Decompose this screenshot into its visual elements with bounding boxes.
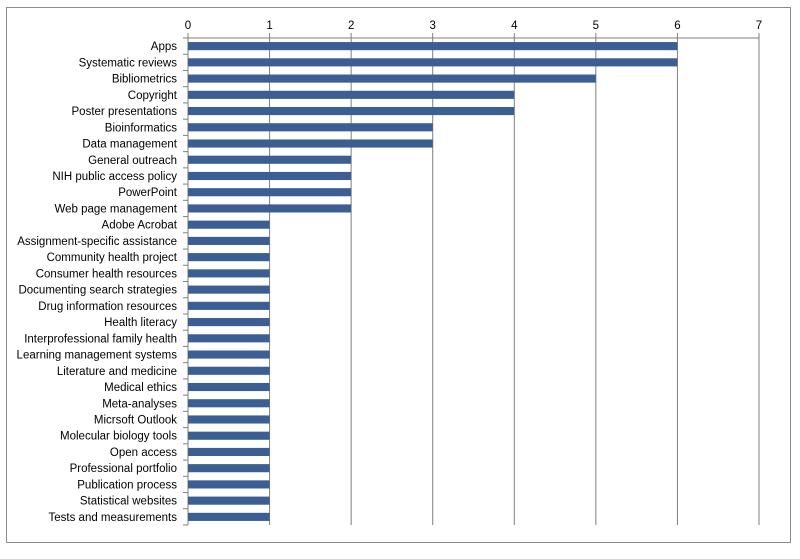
bar [188,382,270,392]
bar [188,480,270,489]
category-label: General outreach [88,155,177,167]
bar [188,350,270,359]
bar [188,123,433,132]
x-tick-label: 1 [266,20,272,32]
category-label: Literature and medicine [57,366,177,378]
bar [188,155,352,164]
bar [188,447,270,457]
bar [188,512,270,521]
category-label: Assignment-specific assistance [17,236,177,248]
category-label: PowerPoint [118,187,178,199]
bar [188,204,352,213]
bar [188,220,270,229]
bar [188,253,270,262]
category-label: Consumer health resources [36,268,178,280]
bar [188,366,270,375]
x-tick-label: 0 [185,20,191,32]
x-tick-label: 6 [674,20,680,32]
bar [188,171,352,181]
x-tick-label: 3 [430,20,436,32]
bar [188,334,270,343]
category-label: Adobe Acrobat [102,220,178,232]
bar [188,90,515,99]
category-label: Bibliometrics [112,74,177,86]
bar [188,301,270,310]
category-label: Documenting search strategies [18,285,177,297]
bar [188,318,270,327]
bar [188,106,515,116]
category-label: Systematic reviews [79,57,178,69]
bar [188,58,678,67]
bar [188,236,270,245]
category-label: Learning management systems [17,350,178,362]
category-label: Interprofessional family health [24,333,177,345]
category-label: NIH public access policy [52,171,177,183]
bar [188,42,678,51]
category-label: Copyright [128,90,178,102]
x-tick-label: 7 [756,20,762,32]
category-label: Open access [110,447,177,459]
bar [188,74,596,83]
bar [188,188,352,197]
category-label: Publication process [77,479,177,491]
bar [188,431,270,440]
category-label: Bioinformatics [105,122,177,134]
category-label: Medical ethics [104,382,177,394]
category-label: Meta-analyses [102,398,177,410]
category-label: Molecular biology tools [60,431,177,443]
category-label: Professional portfolio [70,463,177,475]
category-label: Apps [151,41,177,53]
category-label: Tests and measurements [49,512,178,524]
x-tick-label: 4 [511,20,518,32]
category-label: Statistical websites [80,496,177,508]
bar [188,269,270,278]
bar [188,399,270,408]
category-label: Data management [82,139,177,151]
category-label: Health literacy [104,317,177,329]
bar [188,415,270,424]
x-tick-label: 5 [593,20,599,32]
category-label: Micrsoft Outlook [94,414,177,426]
category-label: Drug information resources [38,301,177,313]
category-label: Community health project [47,252,178,264]
x-tick-label: 2 [348,20,354,32]
bar [188,285,270,294]
bar [188,496,270,505]
bar [188,139,433,148]
bar [188,464,270,473]
category-label: Poster presentations [72,106,178,118]
category-label: Web page management [54,203,177,215]
